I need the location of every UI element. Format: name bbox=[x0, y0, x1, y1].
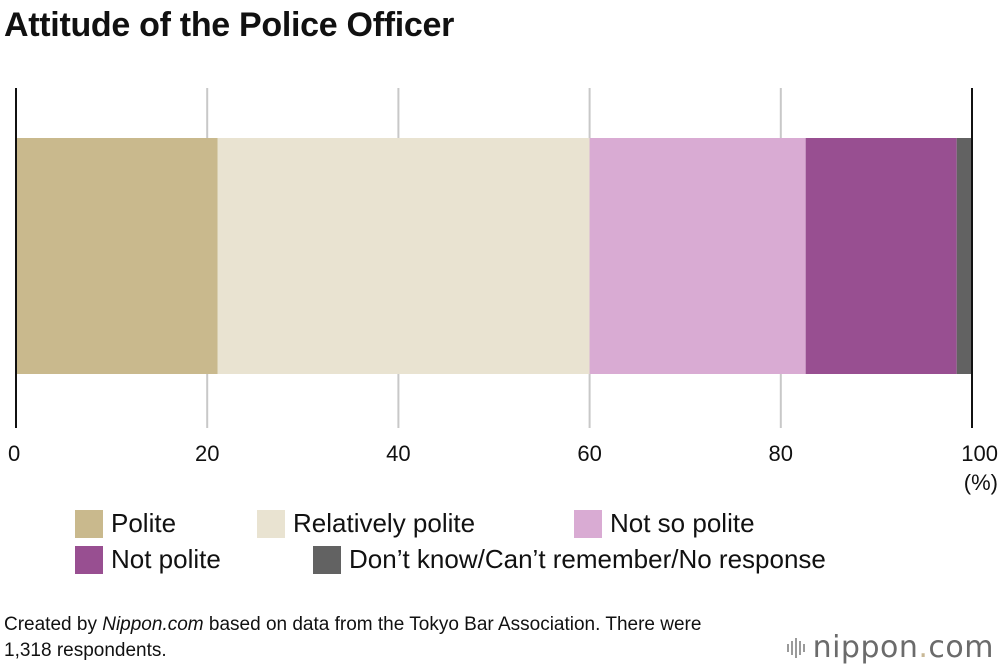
tick-label-0: 0 bbox=[8, 441, 20, 466]
chart-title: Attitude of the Police Officer bbox=[4, 6, 455, 44]
logo-main: nippon bbox=[812, 630, 919, 665]
source-site: Nippon.com bbox=[102, 614, 204, 635]
legend-item-not-polite: Not polite bbox=[75, 544, 221, 575]
legend-label-relatively-polite: Relatively polite bbox=[293, 508, 476, 538]
axis-unit-label: (%) bbox=[964, 470, 998, 495]
stacked-bar-chart: 0 20 40 60 80 100 (%) bbox=[8, 88, 998, 495]
legend-label-polite: Polite bbox=[111, 508, 177, 538]
legend-swatch-not-polite bbox=[75, 545, 103, 574]
tick-label-40: 40 bbox=[386, 441, 410, 466]
bar-segment-don-t-know-can-t-remember-no-response bbox=[956, 138, 972, 374]
bar-segment-polite bbox=[16, 138, 218, 374]
tick-label-20: 20 bbox=[195, 441, 219, 466]
legend-swatch-relatively-polite bbox=[257, 509, 285, 538]
legend-swatch-polite bbox=[75, 509, 103, 538]
legend-swatch-dont-know bbox=[313, 545, 341, 574]
legend-swatch-not-so-polite bbox=[574, 509, 602, 538]
sound-bars-icon bbox=[786, 637, 805, 658]
legend: Polite Relatively polite Not so polite N… bbox=[75, 508, 975, 588]
bar-segment-not-polite bbox=[805, 138, 957, 374]
logo-tld: com bbox=[928, 630, 994, 665]
source-note: Created by Nippon.com based on data from… bbox=[4, 612, 704, 664]
bar-segment-relatively-polite bbox=[217, 138, 590, 374]
source-prefix: Created by bbox=[4, 614, 103, 635]
logo-dot: . bbox=[918, 630, 929, 665]
source-suffix: based on data from the Tokyo Bar Associa… bbox=[4, 614, 702, 661]
legend-item-polite: Polite bbox=[75, 508, 176, 539]
legend-item-not-so-polite: Not so polite bbox=[574, 508, 755, 539]
legend-item-dont-know: Don’t know/Can’t remember/No response bbox=[313, 544, 826, 575]
legend-label-dont-know: Don’t know/Can’t remember/No response bbox=[349, 544, 826, 574]
tick-label-80: 80 bbox=[769, 441, 793, 466]
legend-label-not-polite: Not polite bbox=[111, 544, 221, 574]
bar-segment-not-so-polite bbox=[589, 138, 806, 374]
legend-label-not-so-polite: Not so polite bbox=[610, 508, 755, 538]
tick-label-60: 60 bbox=[577, 441, 601, 466]
legend-item-relatively-polite: Relatively polite bbox=[257, 508, 475, 539]
nippon-logo: nippon. com bbox=[786, 630, 994, 665]
tick-label-100: 100 bbox=[961, 441, 998, 466]
